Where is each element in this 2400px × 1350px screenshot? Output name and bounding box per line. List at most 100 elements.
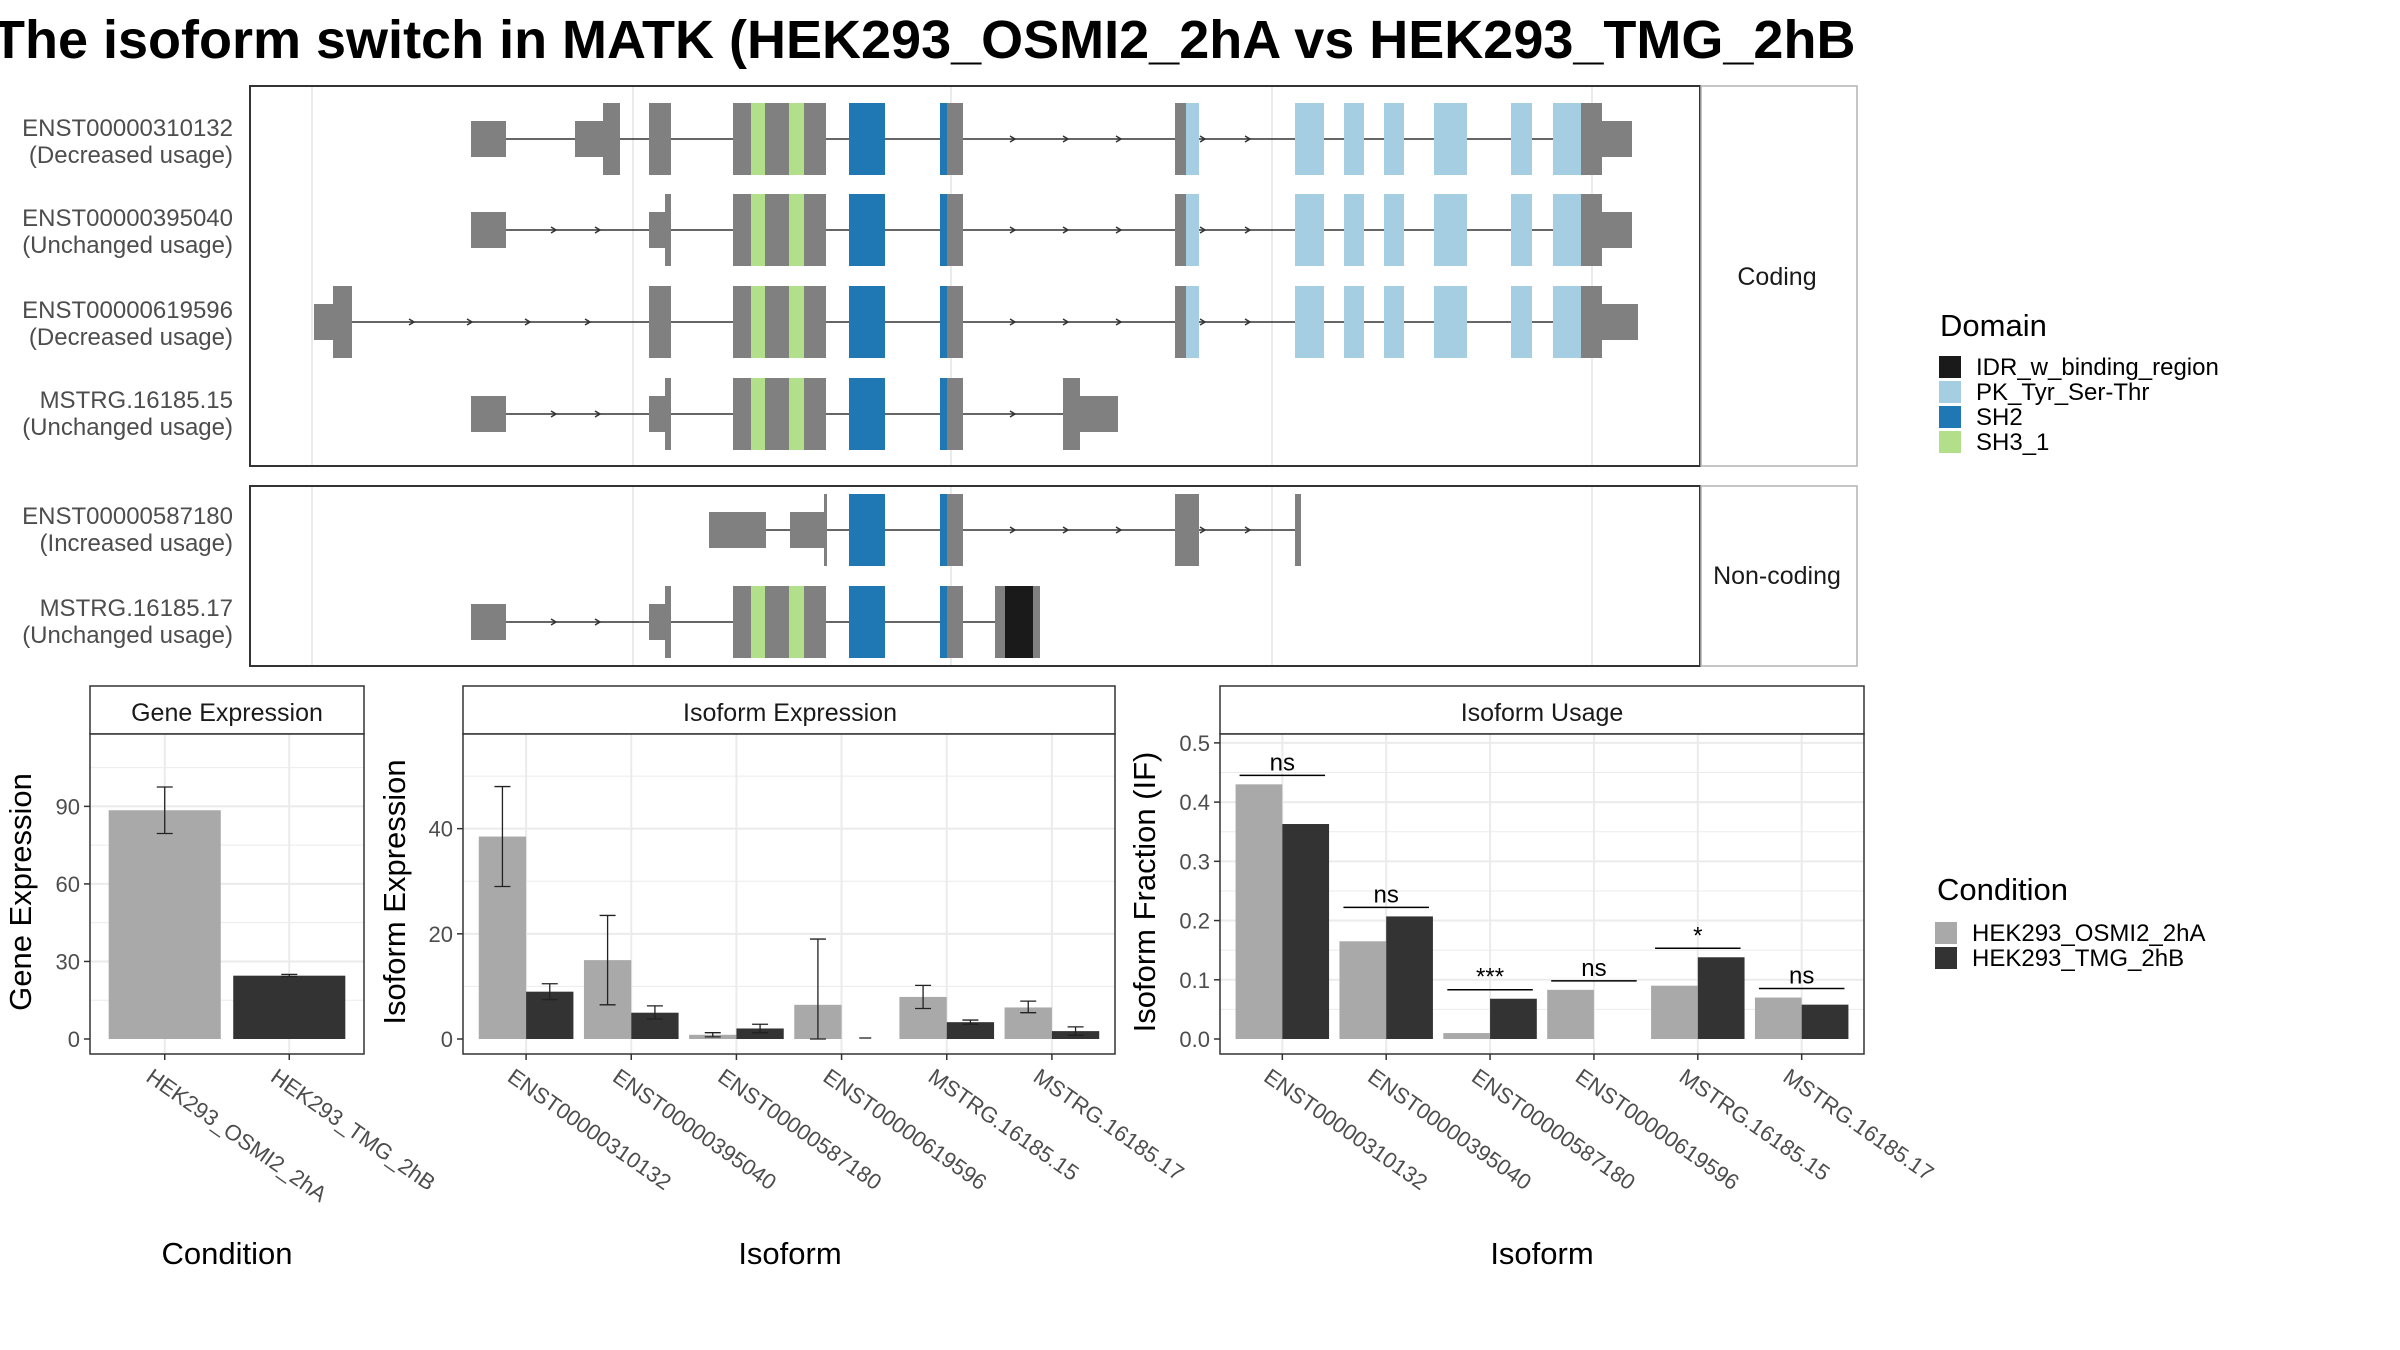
- direction-arrow: [550, 618, 558, 626]
- direction-arrow: [1115, 135, 1123, 143]
- coding-exon: [804, 103, 826, 175]
- bar: [1801, 1004, 1849, 1039]
- transcript-model-6: [471, 586, 1040, 658]
- significance-label: ns: [1374, 881, 1399, 908]
- y-tick-label: 30: [56, 949, 80, 974]
- transcript-usage-2: (Unchanged usage): [22, 232, 233, 259]
- domain-legend-key: [1939, 431, 1961, 453]
- direction-arrow: [1062, 318, 1070, 326]
- structure-facet-bg: [249, 85, 1701, 467]
- coding-exon: [765, 103, 789, 175]
- utr-exon: [471, 121, 506, 157]
- domain-SH2: [849, 103, 885, 175]
- coding-exon: [947, 586, 963, 658]
- domain-legend-label: PK_Tyr_Ser-Thr: [1976, 379, 2149, 406]
- domain-SH2: [849, 378, 885, 450]
- y-tick-label: 0.2: [1179, 909, 1210, 934]
- error-bar: [599, 914, 616, 1006]
- coding-exon: [649, 103, 671, 175]
- domain-SH2: [849, 494, 885, 566]
- direction-arrow: [1199, 226, 1207, 234]
- isoform-usage-panel: nsENST00000310132nsENST00000395040***ENS…: [1179, 685, 1938, 1195]
- domain-PK_Tyr_Ser-Thr: [1186, 103, 1199, 175]
- domain-PK_Tyr_Ser-Thr: [1295, 286, 1324, 358]
- direction-arrow: [408, 318, 416, 326]
- isoform-expression-strip-title: Isoform Expression: [683, 699, 897, 727]
- figure-title: The isoform switch in MATK (HEK293_OSMI2…: [0, 10, 1855, 70]
- coding-exon: [765, 586, 789, 658]
- transcript-model-3: [314, 286, 1638, 358]
- domain-SH3_1: [751, 194, 765, 266]
- utr-exon: [709, 512, 766, 548]
- direction-arrow: [1244, 226, 1252, 234]
- panel-border: [1219, 733, 1865, 1055]
- direction-arrow: [1199, 318, 1207, 326]
- transcript-label-5: ENST00000587180: [22, 503, 233, 530]
- bar: [1235, 784, 1283, 1039]
- transcript-usage-4: (Unchanged usage): [22, 414, 233, 441]
- gene-expression-strip-title: Gene Expression: [131, 699, 323, 727]
- coding-exon: [804, 194, 826, 266]
- utr-exon: [649, 396, 665, 432]
- domain-SH3_1: [751, 586, 765, 658]
- direction-arrow: [1115, 526, 1123, 534]
- error-bar: [1020, 1000, 1037, 1014]
- coding-exon: [733, 286, 751, 358]
- gene-expression-x-axis-title: Condition: [162, 1236, 293, 1271]
- coding-exon: [804, 378, 826, 450]
- domain-legend-key: [1939, 406, 1961, 428]
- domain-SH2: [940, 286, 947, 358]
- error-bar: [915, 984, 932, 1010]
- domain-SH3_1: [751, 286, 765, 358]
- y-tick-label: 90: [56, 794, 80, 819]
- domain-PK_Tyr_Ser-Thr: [1384, 286, 1404, 358]
- structure-facet-bg: [249, 485, 1701, 667]
- domain-SH3_1: [789, 586, 804, 658]
- bar: [1339, 941, 1387, 1039]
- coding-exon: [804, 586, 826, 658]
- panel-strip: [89, 685, 365, 735]
- domain-legend-label: IDR_w_binding_region: [1976, 354, 2219, 381]
- error-bar: [962, 1019, 979, 1025]
- transcript-model-4: [471, 378, 1118, 450]
- transcript-label-2: ENST00000395040: [22, 205, 233, 232]
- coding-exon: [1175, 194, 1186, 266]
- direction-arrow: [550, 410, 558, 418]
- utr-exon: [471, 212, 506, 248]
- significance-label: ***: [1476, 964, 1504, 991]
- utr-exon: [1602, 304, 1638, 340]
- transcript-structure-panel: [249, 85, 1858, 667]
- transcript-label-6: MSTRG.16185.17: [40, 595, 233, 622]
- coding-exon: [947, 194, 963, 266]
- isoform-expression-x-axis-title: Isoform: [738, 1236, 841, 1271]
- coding-exon: [1295, 494, 1301, 566]
- direction-arrow: [1009, 318, 1017, 326]
- direction-arrow: [1199, 526, 1207, 534]
- y-tick-label: 0: [68, 1027, 80, 1052]
- direction-arrow: [1009, 526, 1017, 534]
- y-tick-label: 0: [441, 1027, 453, 1052]
- bar: [736, 1028, 784, 1039]
- coding-exon: [1175, 286, 1186, 358]
- panel-strip: [462, 685, 1116, 735]
- bar: [1754, 997, 1802, 1039]
- domain-SH2: [940, 378, 947, 450]
- direction-arrow: [1244, 318, 1252, 326]
- domain-PK_Tyr_Ser-Thr: [1384, 194, 1404, 266]
- utr-exon: [1602, 212, 1632, 248]
- coding-strip-label: Coding: [1737, 263, 1816, 291]
- error-bar: [1067, 1026, 1084, 1036]
- domain-legend-title: Domain: [1940, 308, 2047, 343]
- significance-label: ns: [1270, 749, 1295, 776]
- coding-exon: [765, 286, 789, 358]
- coding-exon: [1175, 103, 1186, 175]
- transcript-label-4: MSTRG.16185.15: [40, 387, 233, 414]
- coding-exon: [665, 378, 671, 450]
- coding-exon: [1175, 494, 1199, 566]
- direction-arrow: [466, 318, 474, 326]
- domain-PK_Tyr_Ser-Thr: [1434, 194, 1467, 266]
- transcript-model-2: [471, 194, 1632, 266]
- direction-arrow: [1199, 135, 1207, 143]
- domain-SH3_1: [789, 378, 804, 450]
